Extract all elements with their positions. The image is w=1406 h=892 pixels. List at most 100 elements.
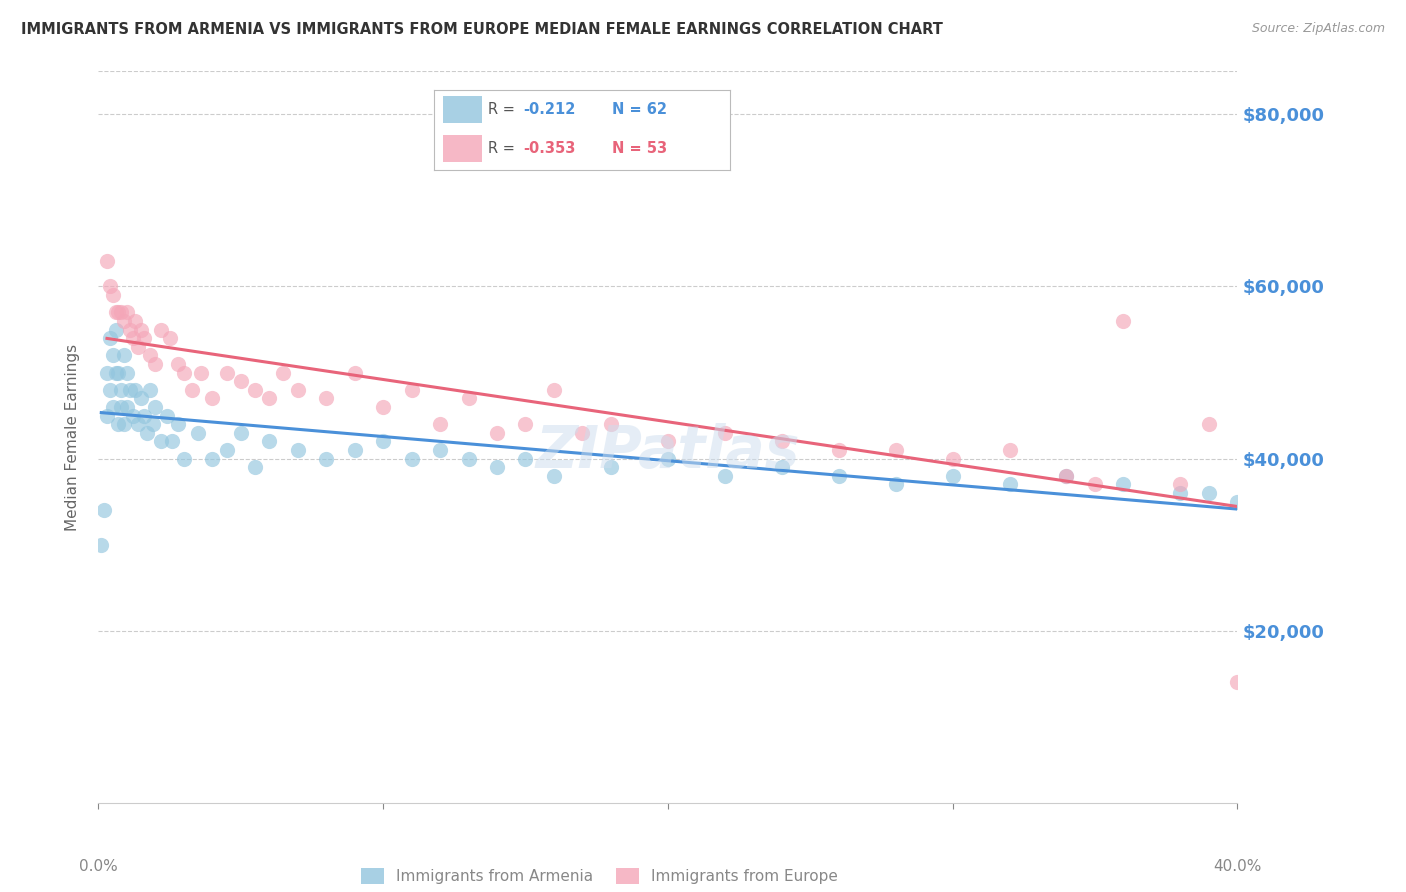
Point [181,383,204,397]
Point [96,409,118,423]
Point [98,331,121,345]
Point [190,366,212,380]
Point [343,442,366,457]
Point [259,392,281,406]
Point [110,400,132,414]
Point [145,357,167,371]
Point [112,348,135,362]
Point [101,288,124,302]
Point [287,383,309,397]
Point [145,400,167,414]
Point [343,366,366,380]
Point [429,442,451,457]
Point [429,417,451,432]
Point [600,417,623,432]
Point [93,503,115,517]
Point [101,348,124,362]
Point [201,451,224,466]
Point [515,451,537,466]
Point [770,460,793,475]
Point [201,392,224,406]
Point [112,314,135,328]
Point [124,383,146,397]
Point [373,434,395,449]
Text: IMMIGRANTS FROM ARMENIA VS IMMIGRANTS FROM EUROPE MEDIAN FEMALE EARNINGS CORRELA: IMMIGRANTS FROM ARMENIA VS IMMIGRANTS FR… [21,22,943,37]
Point [118,383,141,397]
Point [486,460,509,475]
Point [107,366,129,380]
Point [187,425,209,440]
Point [141,417,163,432]
Point [121,331,143,345]
Text: Source: ZipAtlas.com: Source: ZipAtlas.com [1251,22,1385,36]
Point [121,409,143,423]
Point [1056,468,1078,483]
Point [107,417,129,432]
Point [600,460,623,475]
Point [132,409,155,423]
Point [714,468,737,483]
Point [1226,675,1249,690]
Point [770,434,793,449]
Point [118,322,141,336]
Point [104,305,127,319]
Point [98,279,121,293]
Point [101,400,124,414]
Point [129,392,152,406]
Point [315,451,337,466]
Point [401,383,423,397]
Point [457,392,479,406]
Point [138,383,160,397]
Point [127,417,149,432]
Point [828,468,851,483]
Point [998,442,1021,457]
Point [107,305,129,319]
Text: 40.0%: 40.0% [1213,859,1261,874]
Point [1198,486,1220,500]
Point [124,314,146,328]
Point [96,366,118,380]
Point [259,434,281,449]
Point [98,383,121,397]
Point [401,451,423,466]
Point [229,374,252,388]
Point [162,434,184,449]
Point [486,425,509,440]
Point [1112,477,1135,491]
Point [373,400,395,414]
Point [215,366,238,380]
Point [828,442,851,457]
Point [942,468,965,483]
Point [243,460,266,475]
Point [104,322,127,336]
Point [657,451,679,466]
Point [998,477,1021,491]
Point [515,417,537,432]
Point [156,409,179,423]
Point [127,340,149,354]
Point [657,434,679,449]
Point [942,451,965,466]
Point [167,417,190,432]
Point [110,383,132,397]
Point [884,477,907,491]
Point [1226,494,1249,508]
Point [571,425,593,440]
Point [1084,477,1107,491]
Point [884,442,907,457]
Point [1170,486,1192,500]
Point [543,383,565,397]
Point [115,400,138,414]
Point [115,366,138,380]
Point [543,468,565,483]
Point [96,253,118,268]
Point [243,383,266,397]
Text: 0.0%: 0.0% [79,859,118,874]
Point [159,331,181,345]
Point [110,305,132,319]
Point [1198,417,1220,432]
Point [135,425,157,440]
Point [1056,468,1078,483]
Point [215,442,238,457]
Point [132,331,155,345]
